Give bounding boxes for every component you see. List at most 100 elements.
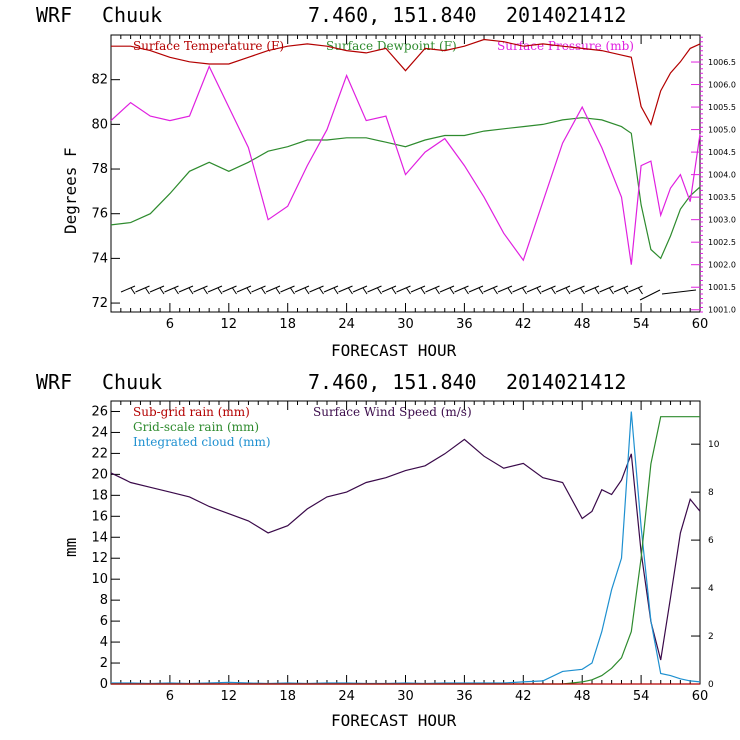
wind-barb-shaft — [555, 285, 571, 293]
wind-barb-flag — [246, 287, 252, 295]
wind-barb-shaft — [352, 285, 368, 293]
series-line-surface-wind-speed-m-s — [110, 438, 701, 661]
y-right-tick-label: 1002.0 — [708, 261, 736, 270]
wind-barb-shaft — [149, 285, 165, 293]
panel2-legend-integrated-cloud: Integrated cloud (mm) — [133, 435, 271, 449]
wind-barb-flag — [159, 287, 165, 295]
y-right-tick-label: 1006.5 — [708, 58, 736, 67]
y-left-tick-label: 8 — [100, 593, 108, 608]
wind-barb-shaft — [526, 285, 542, 293]
wind-barb-shaft — [323, 285, 339, 293]
y-right-tick-label: 10 — [708, 440, 720, 450]
panel2-station: Chuuk — [102, 370, 162, 394]
wind-barb-shaft — [584, 285, 600, 293]
series-line-surface-temperature-f — [111, 38, 701, 126]
wind-barb-shaft — [497, 285, 513, 293]
wind-barb-flag — [565, 287, 571, 295]
wind-barb-shaft — [425, 285, 440, 293]
x-tick-label: 18 — [279, 317, 296, 332]
wind-barb-flag — [594, 287, 600, 295]
wind-barb-flag — [449, 287, 455, 295]
wind-barb-flag — [290, 287, 295, 295]
wind-barb-shaft — [512, 285, 527, 293]
wind-barb-flag — [188, 287, 194, 295]
wind-barb-flag — [391, 287, 397, 295]
wind-barb-shaft — [120, 285, 136, 293]
panel2-date: 2014021412 — [506, 370, 626, 394]
y-left-tick-label: 78 — [91, 162, 108, 177]
y-right-tick-label: 1004.5 — [708, 148, 736, 157]
y-left-tick-label: 2 — [100, 656, 108, 671]
panel2-legend-subgrid-rain: Sub-grid rain (mm) — [133, 405, 250, 419]
wind-barb-flag — [536, 287, 542, 295]
wind-barb-shaft — [265, 285, 281, 293]
wind-barb-shaft — [468, 285, 484, 293]
wind-barb-shaft — [294, 285, 310, 293]
wind-barb-shaft — [613, 285, 629, 293]
wind-barb-flag — [507, 287, 513, 295]
y-left-tick-label: 12 — [91, 551, 108, 566]
y-right-tick-label: 1003.5 — [708, 193, 736, 202]
y-right-tick-label: 1004.0 — [708, 171, 736, 180]
x-tick-label: 24 — [338, 317, 355, 332]
wind-barb-flag — [623, 287, 629, 295]
wind-barb-shaft — [410, 285, 426, 293]
x-tick-label: 60 — [692, 317, 709, 332]
panel1-legend-temperature: Surface Temperature (F) — [133, 39, 284, 53]
y-right-tick-label: 8 — [708, 488, 714, 498]
wind-barb-shaft — [164, 285, 179, 293]
wind-barb-shaft — [236, 285, 252, 293]
x-tick-label: 54 — [633, 317, 650, 332]
wind-barb-flag — [464, 287, 469, 295]
wind-barb-flag — [203, 287, 208, 295]
wind-barb-flag — [478, 287, 484, 295]
panel1-wind-barbs — [120, 285, 697, 301]
panel1-coords: 7.460, 151.840 — [308, 3, 477, 27]
x-tick-label: 30 — [397, 689, 414, 704]
y-left-tick-label: 80 — [91, 117, 108, 132]
wind-barb-flag — [275, 287, 281, 295]
wind-barb-shaft — [207, 285, 223, 293]
y-right-tick-label: 1006.0 — [708, 81, 736, 90]
wind-barb-shaft — [599, 285, 614, 293]
wind-barb-shaft — [135, 285, 150, 293]
wind-barb-shaft — [338, 285, 353, 293]
wind-barb-shaft — [628, 285, 643, 293]
x-tick-label: 30 — [397, 317, 414, 332]
y-left-tick-label: 6 — [100, 614, 108, 629]
x-tick-label: 12 — [221, 317, 238, 332]
y-left-tick-label: 24 — [91, 425, 108, 440]
wind-barb-shaft — [381, 285, 397, 293]
wind-barb-shaft — [439, 285, 455, 293]
wind-barb-shaft — [193, 285, 208, 293]
panel2-legend-gridscale-rain: Grid-scale rain (mm) — [133, 420, 259, 434]
panel2-model: WRF — [36, 370, 72, 394]
wind-barb-shaft — [541, 285, 556, 293]
y-right-tick-label: 1003.0 — [708, 216, 736, 225]
y-left-tick-label: 82 — [91, 73, 108, 88]
panel2-ylabel: mm — [61, 538, 80, 557]
wind-barb-flag — [377, 287, 382, 295]
wind-barb-flag — [609, 287, 614, 295]
y-right-tick-label: 1001.0 — [708, 306, 736, 315]
wind-barb-shaft — [178, 285, 194, 293]
wind-barb-flag — [174, 287, 179, 295]
y-left-tick-label: 20 — [91, 467, 108, 482]
x-tick-label: 48 — [574, 317, 591, 332]
x-tick-label: 12 — [221, 689, 238, 704]
wind-barb-flag — [130, 287, 136, 295]
y-left-tick-label: 72 — [91, 296, 108, 311]
wind-barb-shaft — [639, 289, 661, 301]
y-left-tick-label: 10 — [91, 572, 108, 587]
y-right-tick-label: 1001.5 — [708, 283, 736, 292]
wind-barb-shaft — [396, 285, 411, 293]
panel1-ylabel: Degrees F — [61, 147, 80, 234]
panel2-xlabel: FORECAST HOUR — [331, 711, 457, 730]
wind-barb-flag — [333, 287, 339, 295]
y-left-tick-label: 26 — [91, 404, 108, 419]
wind-barb-shaft — [570, 285, 585, 293]
y-left-tick-label: 0 — [100, 677, 108, 692]
wind-barb-shaft — [280, 285, 295, 293]
y-left-tick-label: 16 — [91, 509, 108, 524]
y-right-tick-label: 6 — [708, 536, 714, 546]
